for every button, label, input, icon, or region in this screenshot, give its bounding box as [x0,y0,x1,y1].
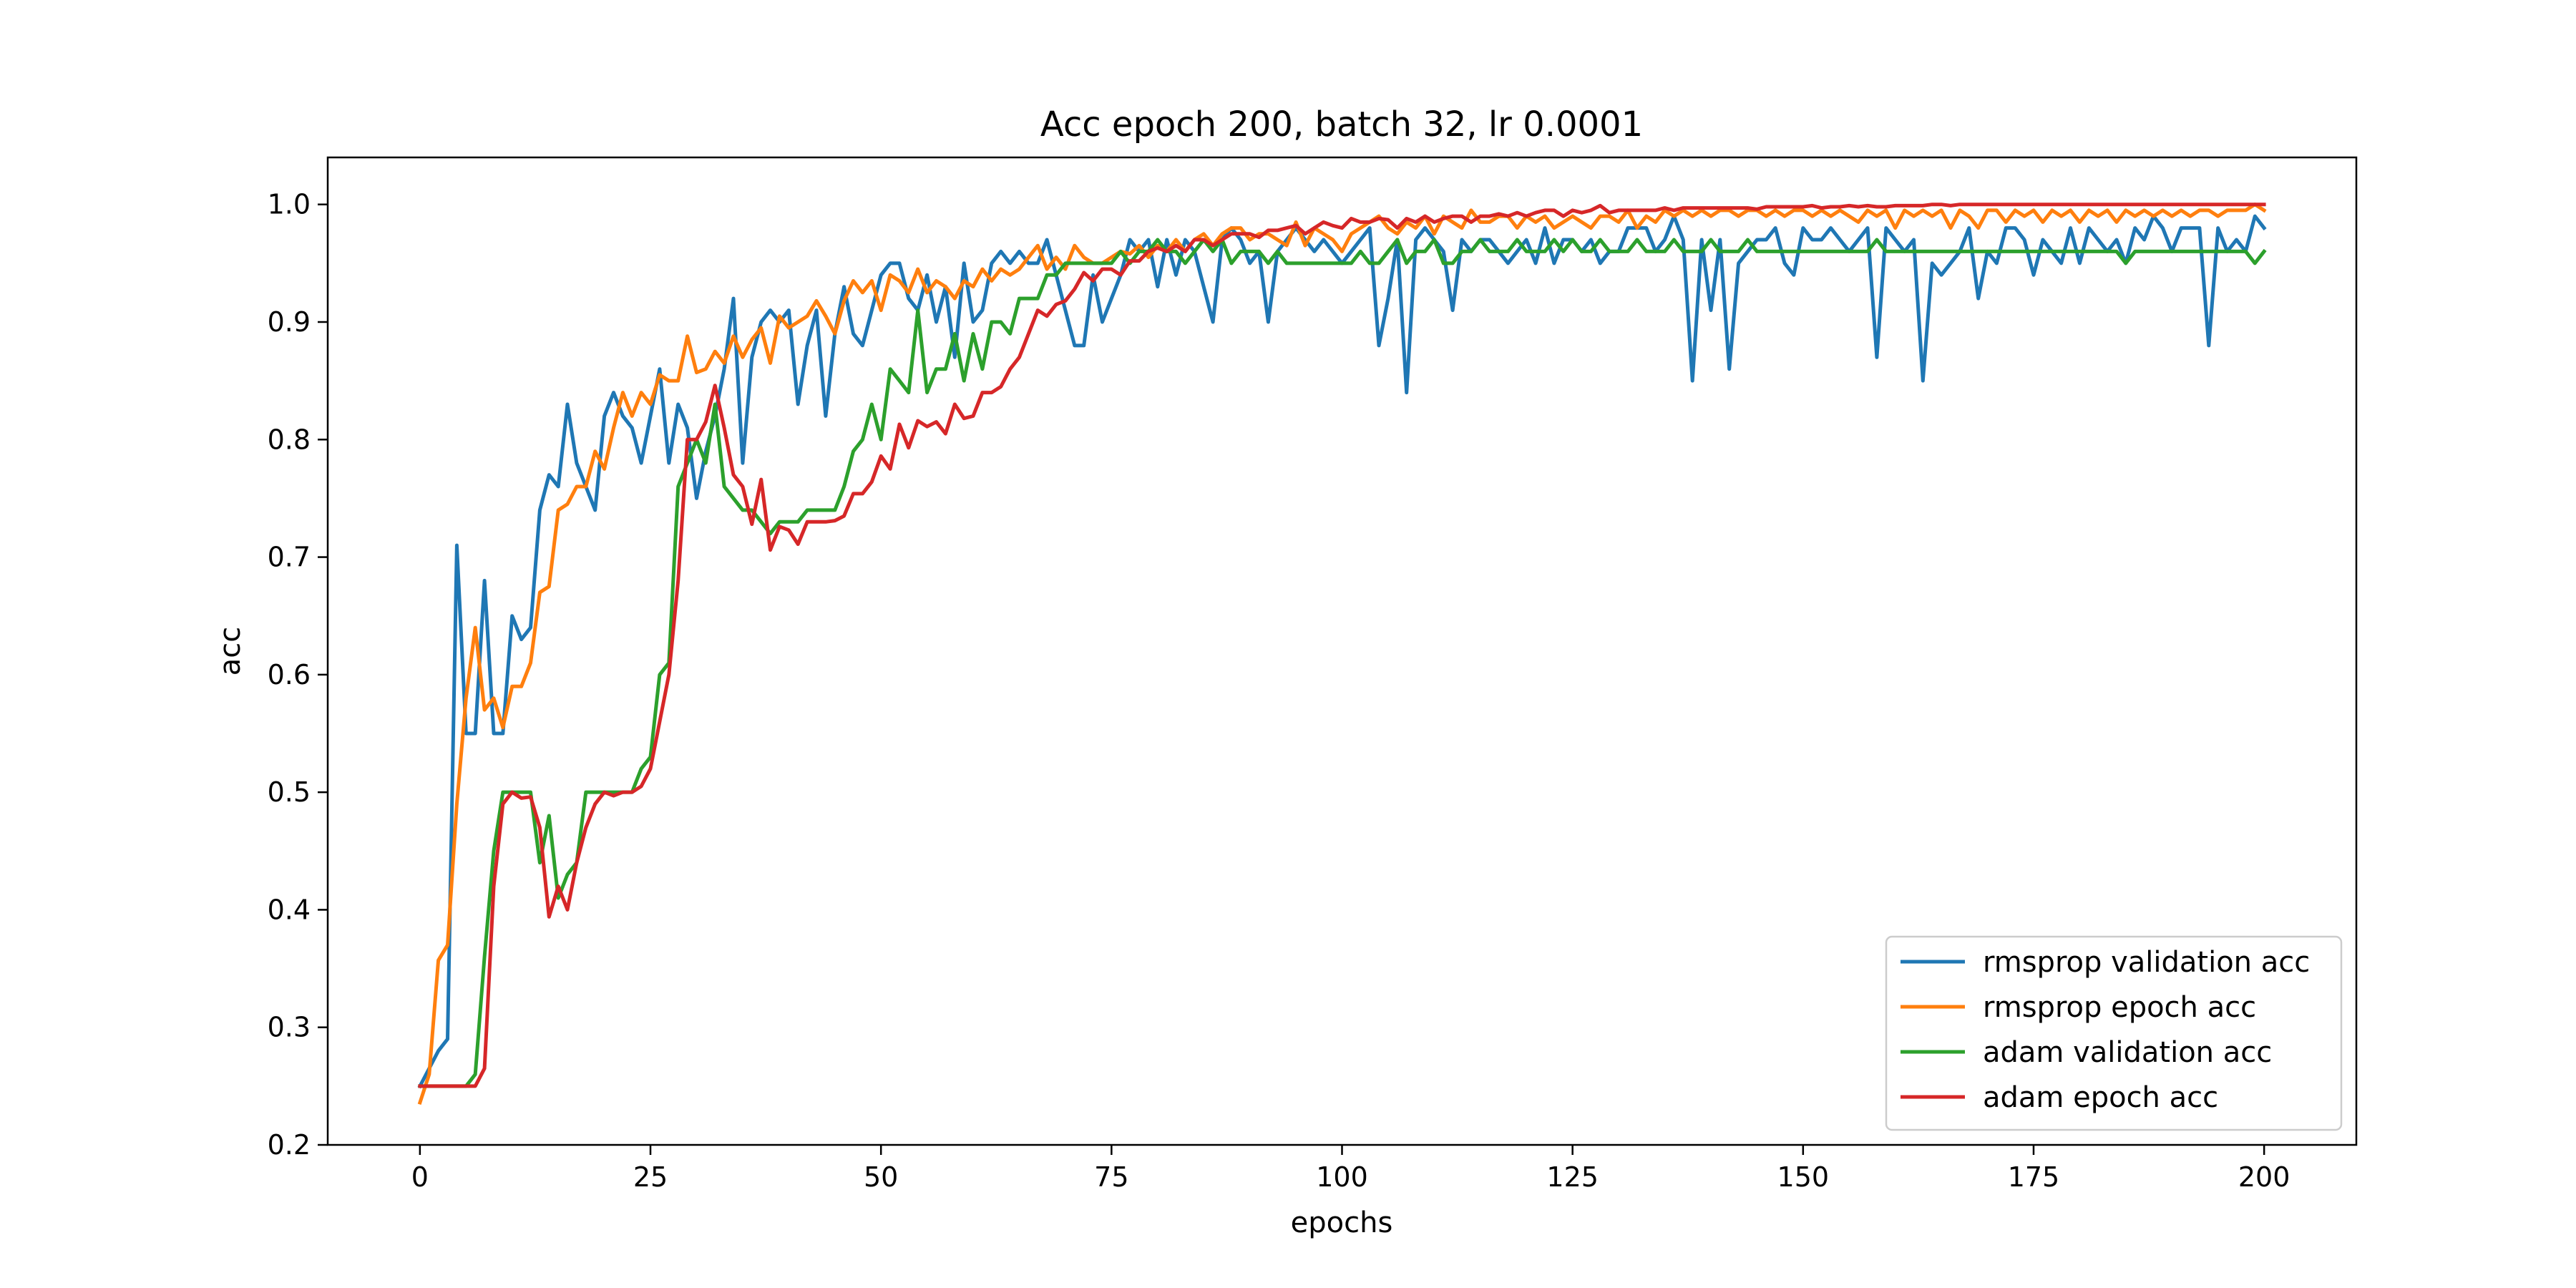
x-axis: 0 25 50 75 100 125 150 175 200 [411,1145,2290,1193]
legend-label: rmsprop epoch acc [1983,991,2256,1024]
x-tick-label: 100 [1316,1161,1368,1193]
y-tick-label: 0.5 [268,776,311,808]
y-axis: 0.2 0.3 0.4 0.5 0.6 0.7 0.8 0.9 1.0 [268,189,328,1161]
x-tick-label: 200 [2238,1161,2290,1193]
y-tick-label: 0.4 [268,894,311,925]
y-tick-label: 1.0 [268,189,311,220]
y-axis-label: acc [214,627,247,676]
series-line-2 [417,203,2267,1106]
chart-title: Acc epoch 200, batch 32, lr 0.0001 [1040,104,1643,145]
series-line-4 [418,203,2266,1088]
x-tick-label: 25 [633,1161,668,1193]
x-tick-label: 75 [1094,1161,1128,1193]
x-tick-label: 0 [411,1161,429,1193]
y-tick-label: 0.6 [268,659,311,691]
series-line-3 [418,238,2267,1088]
x-tick-label: 150 [1777,1161,1830,1193]
y-tick-label: 0.7 [268,542,311,573]
y-tick-label: 0.3 [268,1012,311,1043]
series-layer [417,203,2267,1106]
y-tick-label: 0.8 [268,424,311,455]
series-line-1 [417,214,2267,1089]
x-axis-label: epochs [1291,1206,1393,1239]
legend-label: adam epoch acc [1983,1081,2218,1114]
legend-box [1885,935,2343,1131]
x-tick-label: 125 [1546,1161,1599,1193]
legend-label: adam validation acc [1983,1036,2272,1069]
y-tick-label: 0.2 [268,1129,311,1161]
x-tick-label: 175 [2008,1161,2060,1193]
legend: rmsprop validation acc rmsprop epoch acc a… [1885,935,2343,1131]
y-tick-label: 0.9 [268,306,311,338]
legend-label: rmsprop validation acc [1983,946,2310,979]
x-tick-label: 50 [864,1161,898,1193]
